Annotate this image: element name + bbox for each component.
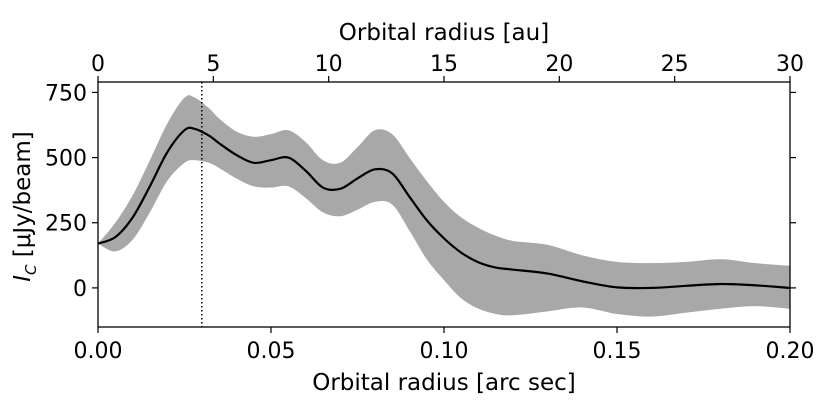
y-axis-title-symbol: I xyxy=(10,275,36,282)
ticks-layer: 0.00 0.05 0.10 0.15 0.20 0 5 10 15 20 25 30 0 250 500 7… xyxy=(45,52,814,364)
top-x-tick-label: 15 xyxy=(430,52,458,77)
x-axis-title: Orbital radius [arc sec] xyxy=(312,370,576,396)
x-tick-label: 0.20 xyxy=(766,339,815,364)
top-x-axis-title: Orbital radius [au] xyxy=(339,20,549,46)
top-x-tick-label: 5 xyxy=(206,52,220,77)
x-tick-label: 0.05 xyxy=(247,339,296,364)
top-x-tick-label: 30 xyxy=(776,52,804,77)
y-tick-label: 500 xyxy=(45,147,87,172)
y-axis-title-unit: [μJy/beam] xyxy=(10,131,36,264)
y-tick-label: 0 xyxy=(73,277,87,302)
mean-profile-layer xyxy=(97,126,791,290)
y-tick-label: 750 xyxy=(45,81,87,106)
top-x-tick-label: 20 xyxy=(545,52,573,77)
y-tick-label: 250 xyxy=(45,212,87,237)
top-x-tick-label: 0 xyxy=(91,52,105,77)
top-x-tick-label: 25 xyxy=(661,52,689,77)
mean-profile-line xyxy=(97,126,791,290)
x-tick-label: 0.15 xyxy=(593,339,642,364)
y-axis-title-subscript: C xyxy=(22,264,40,275)
x-tick-label: 0.00 xyxy=(74,339,123,364)
top-x-tick-label: 10 xyxy=(315,52,343,77)
uncertainty-band-layer xyxy=(98,95,790,317)
x-tick-label: 0.10 xyxy=(420,339,469,364)
uncertainty-band xyxy=(98,95,790,317)
y-axis-title: IC [μJy/beam] xyxy=(10,131,40,282)
